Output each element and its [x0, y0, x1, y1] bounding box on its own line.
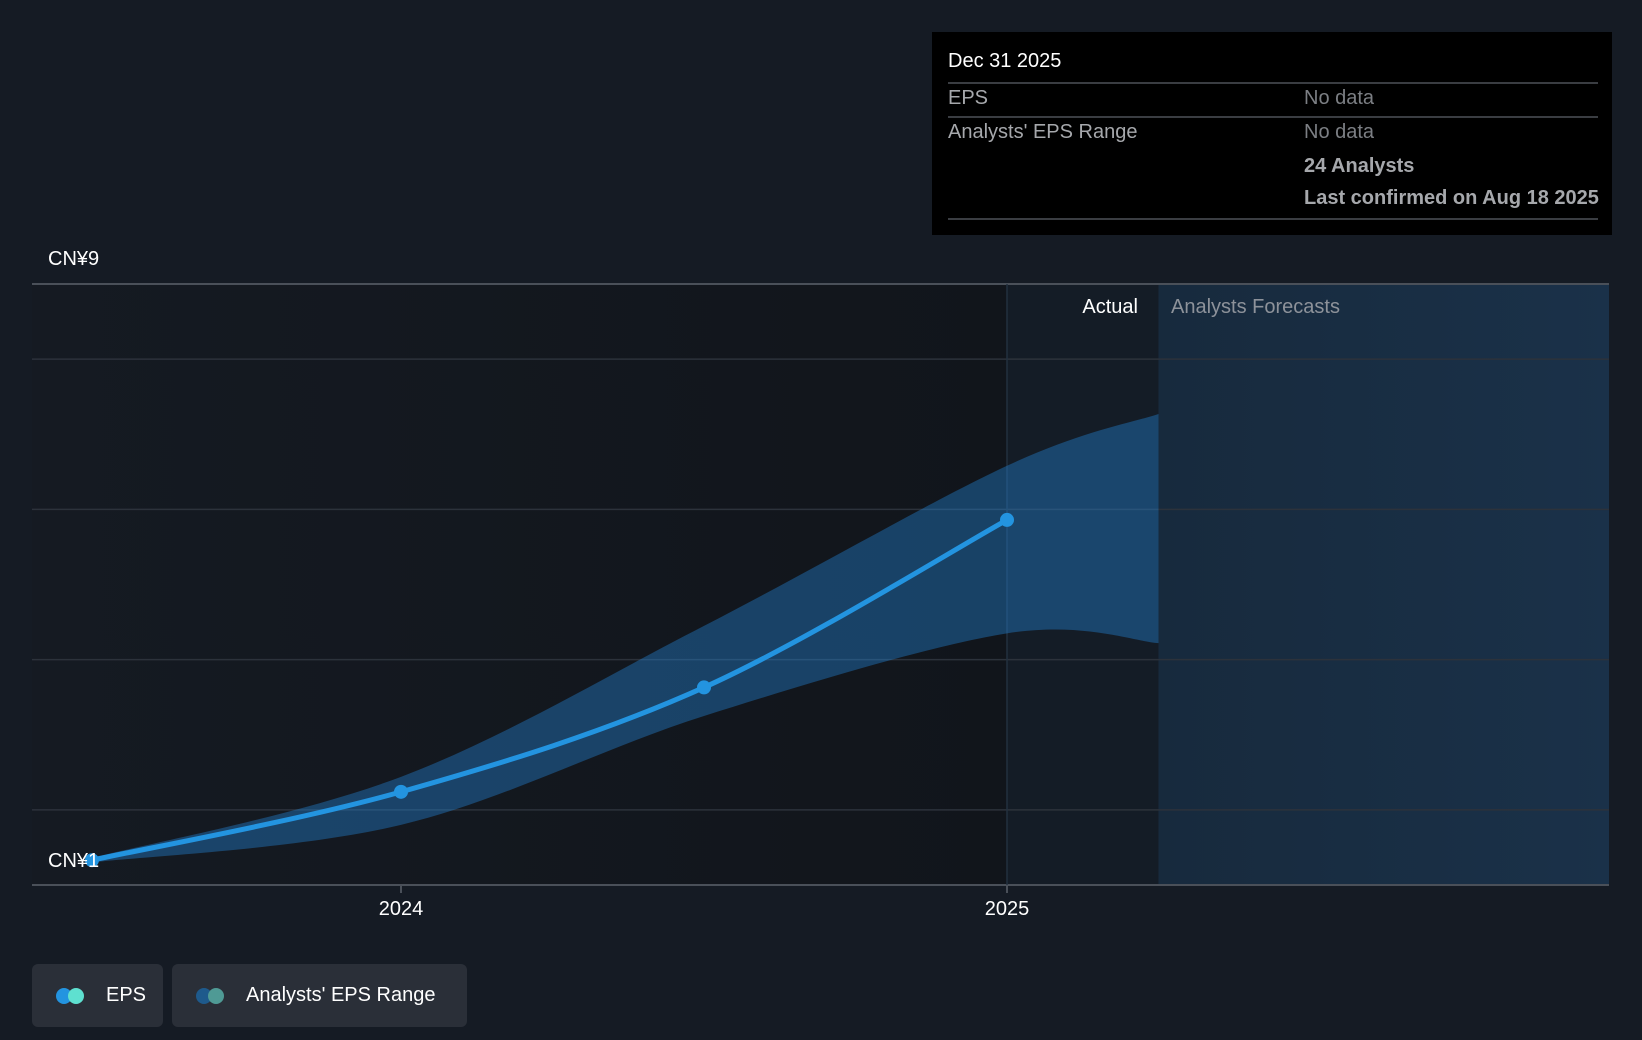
tooltip-range-label: Analysts' EPS Range	[948, 121, 1138, 143]
tooltip-confirmed: Last confirmed on Aug 18 2025	[1304, 187, 1599, 209]
eps-point	[84, 853, 99, 868]
actual-region	[1007, 284, 1159, 885]
tooltip-analysts: 24 Analysts	[1304, 155, 1415, 177]
eps-range-band	[91, 413, 1159, 863]
x-label-2025: 2025	[984, 898, 1030, 920]
legend-eps-button[interactable]: EPS	[32, 964, 163, 1027]
tooltip: Dec 31 2025 EPS No data Analysts' EPS Ra…	[932, 32, 1612, 235]
y-label-top: CN¥9	[48, 248, 100, 270]
divider	[948, 116, 1598, 118]
legend-range-button[interactable]: Analysts' EPS Range	[172, 964, 467, 1027]
past-region	[32, 284, 1007, 885]
x-label-2024: 2024	[378, 898, 424, 920]
tooltip-date: Dec 31 2025	[948, 50, 1062, 72]
divider	[948, 82, 1598, 84]
forecast-label: Analysts Forecasts	[1171, 296, 1340, 318]
eps-point	[1000, 512, 1014, 527]
tooltip-eps-label: EPS	[948, 87, 989, 109]
tooltip-eps-value: No data	[1304, 87, 1375, 109]
eps-point	[697, 680, 711, 695]
eps-line	[89, 517, 1010, 863]
y-label-bottom: CN¥1	[48, 850, 100, 872]
divider	[948, 218, 1598, 220]
legend-eps-label: EPS	[106, 984, 147, 1006]
actual-label: Actual	[1082, 296, 1138, 318]
eps-legend-icon	[56, 987, 86, 1004]
forecast-region	[1158, 284, 1609, 885]
eps-point	[394, 784, 408, 799]
range-legend-icon	[196, 987, 226, 1004]
legend-range-label: Analysts' EPS Range	[246, 984, 436, 1006]
tooltip-range-value: No data	[1304, 121, 1375, 143]
